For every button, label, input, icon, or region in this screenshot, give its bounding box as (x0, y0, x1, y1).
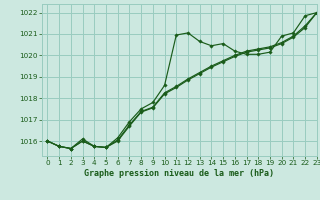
X-axis label: Graphe pression niveau de la mer (hPa): Graphe pression niveau de la mer (hPa) (84, 169, 274, 178)
